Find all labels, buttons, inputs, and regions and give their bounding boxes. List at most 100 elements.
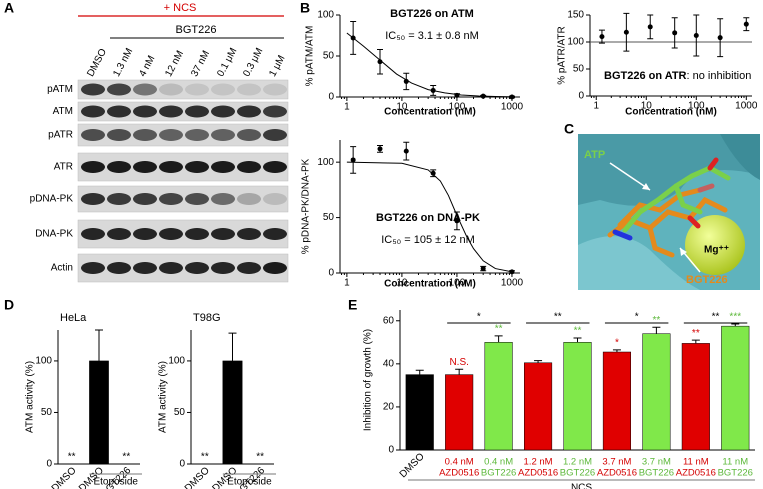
band xyxy=(159,83,183,96)
significance-label: ** xyxy=(122,452,130,463)
error-bar xyxy=(691,339,700,344)
y-tick-label: 0 xyxy=(388,445,394,456)
error-bar xyxy=(95,329,103,361)
y-tick-label: 60 xyxy=(383,315,395,326)
data-point xyxy=(672,30,678,36)
band xyxy=(263,105,287,118)
significance-label: ** xyxy=(256,452,264,463)
band xyxy=(107,83,131,96)
annotation: : no inhibition xyxy=(687,70,752,82)
panel-label: D xyxy=(4,297,14,313)
data-point xyxy=(403,148,409,154)
band xyxy=(107,193,131,205)
y-tick-label: 50 xyxy=(174,407,186,418)
error-bar xyxy=(573,337,582,343)
data-point xyxy=(743,21,749,27)
fit-curve xyxy=(346,32,512,98)
band xyxy=(263,262,287,274)
band xyxy=(237,129,261,141)
band xyxy=(159,262,183,274)
row-label: Actin xyxy=(51,263,73,274)
band xyxy=(133,161,157,173)
y-axis-label: % pDNA-PK/DNA-PK xyxy=(301,158,312,254)
band xyxy=(263,161,287,173)
bar xyxy=(222,360,243,465)
x-tick-label: 100 xyxy=(449,278,466,289)
ligand-label: ATP xyxy=(584,149,605,161)
data-point xyxy=(430,170,436,176)
y-tick-label: 150 xyxy=(567,10,584,21)
chart-title-line: BGT226 on ATR: no inhibition xyxy=(604,70,751,82)
x-tick-label: 11 nM xyxy=(683,457,709,468)
x-tick-label: DMSO xyxy=(183,465,212,489)
y-axis-label: Inhibition of growth (%) xyxy=(363,329,374,431)
chart-title: HeLa xyxy=(60,312,87,324)
comparison-label: * xyxy=(477,312,481,323)
x-tick-label: 11 nM xyxy=(722,457,748,468)
significance-label: * xyxy=(615,337,619,348)
lane-label: 1.3 nM xyxy=(111,46,135,78)
bar xyxy=(563,342,592,451)
ion-label: Mg⁺⁺ xyxy=(704,245,729,256)
chart-title: T98G xyxy=(193,312,221,324)
band xyxy=(81,161,105,173)
error-bar xyxy=(415,369,424,375)
x-axis-label: Concentration (nM) xyxy=(625,107,717,118)
lane-label: 1 μM xyxy=(267,54,287,79)
y-tick-label: 0 xyxy=(578,91,584,102)
bar xyxy=(405,374,434,451)
x-tick-label: DMSO xyxy=(50,465,79,489)
band xyxy=(159,161,183,173)
band xyxy=(237,193,261,205)
group-label: Etoposide xyxy=(93,477,138,488)
y-tick-label: 50 xyxy=(573,64,585,75)
band xyxy=(211,129,235,141)
band xyxy=(159,193,183,205)
x-tick-label: 100 xyxy=(449,102,466,113)
y-tick-label: 50 xyxy=(323,212,335,223)
row-label: pDNA-PK xyxy=(30,194,74,205)
x-tick-label: BGT226 xyxy=(560,468,595,479)
band xyxy=(263,83,287,96)
panel-label: C xyxy=(564,121,574,137)
error-bar xyxy=(652,326,661,334)
data-point xyxy=(350,35,356,41)
band xyxy=(237,105,261,118)
y-axis-label: ATM activity (%) xyxy=(158,361,169,433)
band xyxy=(107,105,131,118)
y-axis-label: ATM activity (%) xyxy=(25,361,36,433)
band xyxy=(211,228,235,240)
x-tick-label: 3.7 nM xyxy=(642,457,671,468)
band xyxy=(237,83,261,96)
data-point xyxy=(350,157,356,163)
data-point xyxy=(693,33,699,39)
chart-title: BGT226 on DNA-PK xyxy=(376,212,480,224)
y-tick-label: 0 xyxy=(328,92,334,103)
x-tick-label: 1 xyxy=(344,102,350,113)
y-tick-label: 50 xyxy=(41,407,53,418)
band xyxy=(159,129,183,141)
band xyxy=(159,228,183,240)
data-point xyxy=(454,92,460,98)
data-point xyxy=(430,87,436,93)
x-tick-label: BGT226 xyxy=(639,468,674,479)
y-tick-label: 0 xyxy=(328,268,334,279)
x-tick-label: 3.7 nM xyxy=(602,457,631,468)
x-tick-label: DMSO xyxy=(398,451,427,480)
band xyxy=(263,193,287,205)
x-tick-label: 1000 xyxy=(501,278,524,289)
band xyxy=(159,105,183,118)
band xyxy=(81,83,105,96)
row-label: ATM xyxy=(53,106,73,117)
band xyxy=(185,129,209,141)
x-tick-label: 1.2 nM xyxy=(563,457,592,468)
row-label: pATM xyxy=(47,84,73,95)
band xyxy=(81,105,105,118)
x-tick-label: AZD0516 xyxy=(676,468,716,479)
error-bar xyxy=(494,335,503,343)
bar xyxy=(642,333,671,451)
y-tick-label: 50 xyxy=(323,51,335,62)
band xyxy=(133,129,157,141)
x-tick-label: 0.4 nM xyxy=(445,457,474,468)
x-tick-label: 0.4 nM xyxy=(484,457,513,468)
